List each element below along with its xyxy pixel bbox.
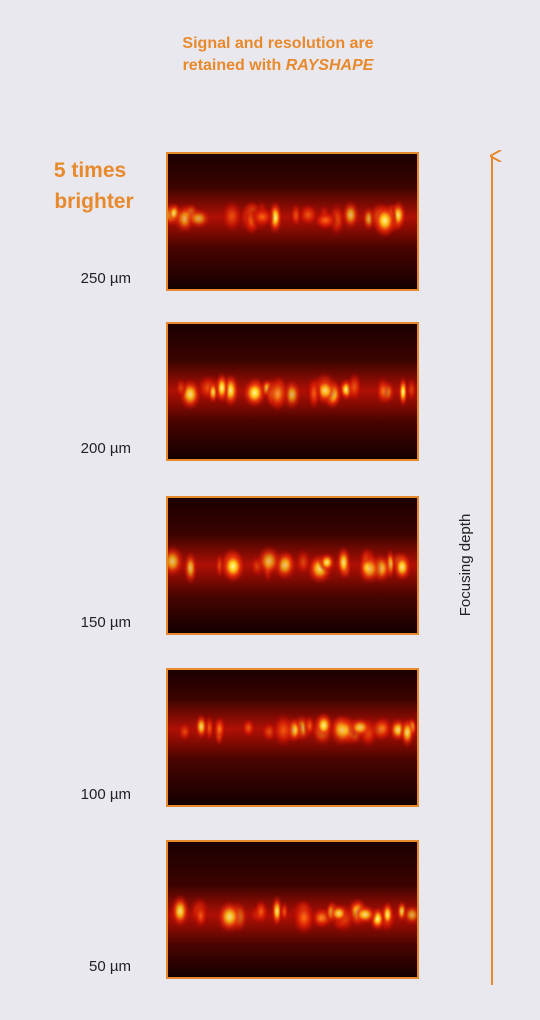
signal-blob <box>212 714 227 743</box>
signal-blob <box>306 376 322 411</box>
header-prefix: retained with <box>183 57 282 74</box>
panel-frame <box>166 322 419 461</box>
depth-label: 200 µm <box>81 440 131 457</box>
image-panel <box>167 497 418 634</box>
signal-blob <box>270 894 284 928</box>
signal-blob <box>402 903 418 926</box>
signal-blob <box>405 376 418 403</box>
signal-blob <box>185 207 212 230</box>
image-panel <box>167 153 418 290</box>
signal-blob <box>328 713 357 748</box>
signal-blob <box>335 545 352 580</box>
signal-blob <box>193 903 208 930</box>
highlight-line-1: 5 times <box>54 159 126 182</box>
image-panel <box>167 841 418 978</box>
signal-blob <box>255 544 283 578</box>
signal-blob <box>177 721 193 742</box>
signal-blob <box>397 375 409 408</box>
signal-blob <box>215 899 244 935</box>
depth-label: 100 µm <box>81 786 131 803</box>
depth-label: 250 µm <box>81 270 131 287</box>
signal-blob <box>347 716 373 739</box>
signal-blob <box>297 202 320 227</box>
header-line-2: retained with RAYSHAPE <box>183 57 375 74</box>
image-panel <box>167 669 418 806</box>
signal-blob <box>174 377 188 399</box>
signal-blob <box>352 904 378 925</box>
panel-frame <box>166 496 419 635</box>
signal-blob <box>170 893 191 929</box>
signal-blob <box>346 371 363 404</box>
signal-blob <box>183 550 198 586</box>
signal-blob <box>241 377 268 409</box>
signal-blob <box>357 552 382 585</box>
signal-blob <box>240 717 257 739</box>
signal-blob <box>214 371 230 405</box>
signal-blob <box>380 900 395 929</box>
depth-label: 150 µm <box>81 614 131 631</box>
signal-blob <box>194 713 209 741</box>
signal-blob <box>220 549 246 584</box>
signal-blob <box>294 548 312 576</box>
image-panel <box>167 323 418 460</box>
signal-blob <box>372 202 398 239</box>
signal-blob <box>341 199 361 231</box>
signal-blob <box>253 897 269 925</box>
header-line-1: Signal and resolution are <box>182 35 373 52</box>
signal-blob <box>270 712 296 749</box>
panel-frame <box>166 668 419 807</box>
signal-blob <box>220 199 244 234</box>
panels: 250 µm 200 µm 150 µm 100 µm 50 µm <box>81 152 419 979</box>
depth-label: 50 µm <box>89 958 131 975</box>
panel-frame <box>166 840 419 979</box>
signal-blob <box>375 374 390 406</box>
axis-label: Focusing depth <box>457 514 474 617</box>
signal-blob <box>268 377 287 413</box>
signal-blob <box>279 900 290 923</box>
signal-blob <box>267 199 283 235</box>
panel-frame <box>166 152 419 291</box>
signal-blob <box>167 544 185 579</box>
signal-blob <box>399 716 416 749</box>
signal-blob <box>313 711 334 739</box>
signal-blob <box>328 903 350 924</box>
signal-blob <box>392 552 413 582</box>
highlight-line-2: brighter <box>54 190 133 213</box>
signal-blob <box>318 552 336 573</box>
signal-blob <box>291 901 317 936</box>
brand: RAYSHAPE <box>286 57 375 74</box>
signal-blob <box>249 205 276 228</box>
